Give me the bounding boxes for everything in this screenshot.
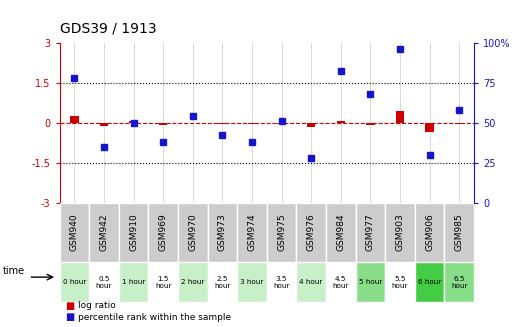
Bar — [248, 123, 256, 125]
Bar — [396, 111, 404, 123]
Bar — [208, 203, 237, 262]
Text: 0.5
hour: 0.5 hour — [96, 276, 112, 288]
Text: GSM984: GSM984 — [336, 213, 346, 251]
Bar — [355, 262, 385, 302]
Bar — [218, 123, 226, 124]
Text: GSM903: GSM903 — [395, 213, 405, 251]
Text: log ratio: log ratio — [78, 301, 116, 310]
Bar — [60, 262, 89, 302]
Bar — [296, 262, 326, 302]
Text: GSM970: GSM970 — [188, 213, 197, 251]
Bar — [100, 123, 108, 126]
Text: GSM974: GSM974 — [248, 213, 256, 251]
Bar — [326, 262, 355, 302]
Text: GSM906: GSM906 — [425, 213, 434, 251]
Bar — [178, 203, 208, 262]
Text: GSM985: GSM985 — [455, 213, 464, 251]
Text: GSM969: GSM969 — [159, 213, 168, 251]
Bar — [267, 203, 296, 262]
Text: 6 hour: 6 hour — [418, 279, 441, 285]
Text: 2.5
hour: 2.5 hour — [214, 276, 231, 288]
Bar — [130, 121, 138, 123]
Bar — [415, 262, 444, 302]
Text: 4.5
hour: 4.5 hour — [333, 276, 349, 288]
Bar — [178, 262, 208, 302]
Text: 4 hour: 4 hour — [299, 279, 323, 285]
Text: 5.5
hour: 5.5 hour — [392, 276, 408, 288]
Text: GSM973: GSM973 — [218, 213, 227, 251]
Bar — [267, 262, 296, 302]
Text: GDS39 / 1913: GDS39 / 1913 — [60, 22, 156, 36]
Bar — [337, 121, 345, 123]
Text: 1.5
hour: 1.5 hour — [155, 276, 171, 288]
Text: 1 hour: 1 hour — [122, 279, 145, 285]
Bar — [326, 203, 355, 262]
Text: GSM910: GSM910 — [129, 213, 138, 251]
Text: 2 hour: 2 hour — [181, 279, 205, 285]
Bar — [237, 203, 267, 262]
Bar — [148, 203, 178, 262]
Bar — [385, 203, 415, 262]
Text: GSM976: GSM976 — [307, 213, 315, 251]
Bar — [237, 262, 267, 302]
Bar — [89, 203, 119, 262]
Bar — [385, 262, 415, 302]
Text: GSM940: GSM940 — [70, 213, 79, 251]
Text: 3.5
hour: 3.5 hour — [274, 276, 290, 288]
Text: 6.5
hour: 6.5 hour — [451, 276, 467, 288]
Text: ■: ■ — [65, 301, 74, 311]
Bar — [444, 262, 474, 302]
Bar — [70, 116, 79, 123]
Text: 5 hour: 5 hour — [358, 279, 382, 285]
Bar — [455, 123, 463, 124]
Bar — [366, 123, 375, 125]
Bar — [148, 262, 178, 302]
Text: 3 hour: 3 hour — [240, 279, 264, 285]
Text: 0 hour: 0 hour — [63, 279, 86, 285]
Bar — [444, 203, 474, 262]
Bar — [307, 123, 315, 127]
Bar — [60, 203, 89, 262]
Text: time: time — [3, 266, 25, 276]
Bar — [89, 262, 119, 302]
Bar — [425, 123, 434, 132]
Bar — [208, 262, 237, 302]
Bar — [355, 203, 385, 262]
Bar — [296, 203, 326, 262]
Text: GSM977: GSM977 — [366, 213, 375, 251]
Bar — [278, 123, 286, 124]
Text: ■: ■ — [65, 312, 74, 322]
Text: GSM975: GSM975 — [277, 213, 286, 251]
Text: percentile rank within the sample: percentile rank within the sample — [78, 313, 231, 322]
Bar — [119, 262, 148, 302]
Bar — [119, 203, 148, 262]
Bar — [415, 203, 444, 262]
Text: GSM942: GSM942 — [99, 214, 108, 251]
Bar — [159, 123, 167, 125]
